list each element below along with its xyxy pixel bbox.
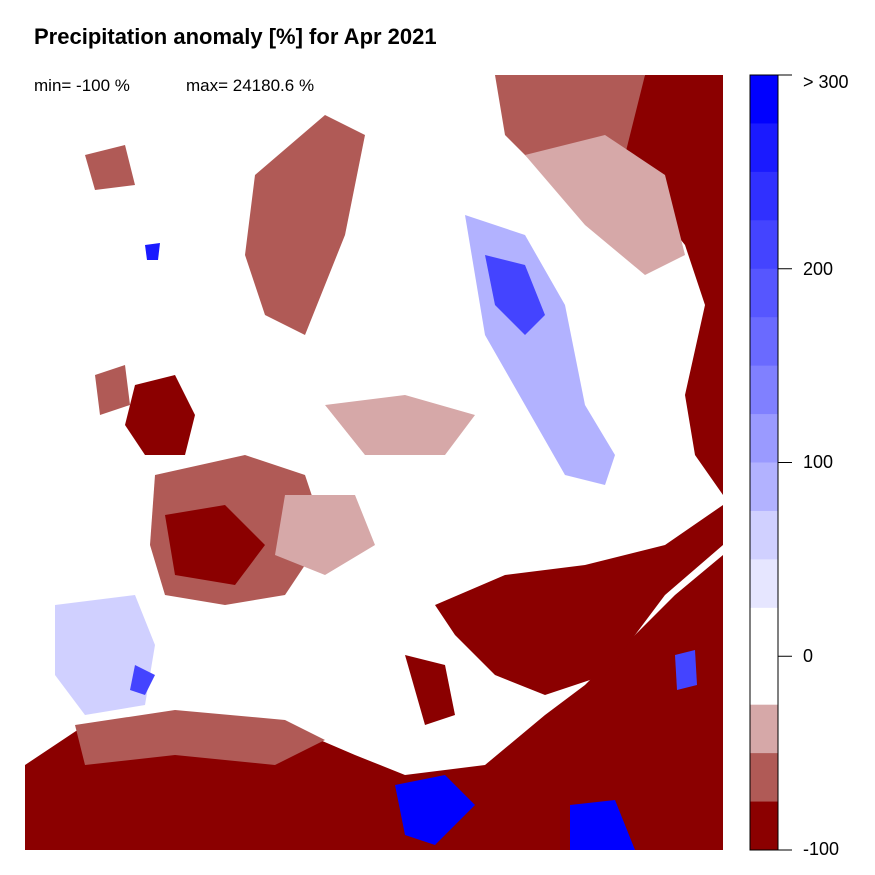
- colorbar-band: [750, 317, 778, 367]
- colorbar-tick-label: 100: [803, 452, 834, 472]
- colorbar-tick-label: > 300: [803, 72, 849, 92]
- colorbar-band: [750, 704, 778, 754]
- colorbar-band: [750, 607, 778, 657]
- anomaly-map: [25, 75, 723, 850]
- colorbar-band: [750, 220, 778, 270]
- wet-areas: [55, 215, 697, 850]
- east-dry: [495, 75, 723, 495]
- colorbar-band: [750, 75, 778, 124]
- colorbar-band: [750, 801, 778, 851]
- colorbar-band: [750, 123, 778, 173]
- colorbar-band: [750, 171, 778, 221]
- colorbar-tick-label: -100: [803, 839, 840, 859]
- colorbar-tick-label: 200: [803, 259, 834, 279]
- western-europe-dry: [85, 115, 475, 725]
- min-value: min= -100 %: [34, 76, 130, 95]
- max-value: max= 24180.6 %: [186, 76, 315, 95]
- map-title: Precipitation anomaly [%] for Apr 2021: [34, 24, 437, 49]
- colorbar-tick-label: 0: [803, 646, 814, 666]
- colorbar-band: [750, 753, 778, 803]
- colorbar-band: [750, 656, 778, 706]
- colorbar-band: [750, 268, 778, 318]
- colorbar-band: [750, 462, 778, 512]
- colorbar: [749, 74, 792, 851]
- colorbar-band: [750, 559, 778, 609]
- colorbar-band: [750, 510, 778, 560]
- colorbar-band: [750, 414, 778, 463]
- colorbar-band: [750, 365, 778, 415]
- north-africa-dry: [25, 505, 723, 850]
